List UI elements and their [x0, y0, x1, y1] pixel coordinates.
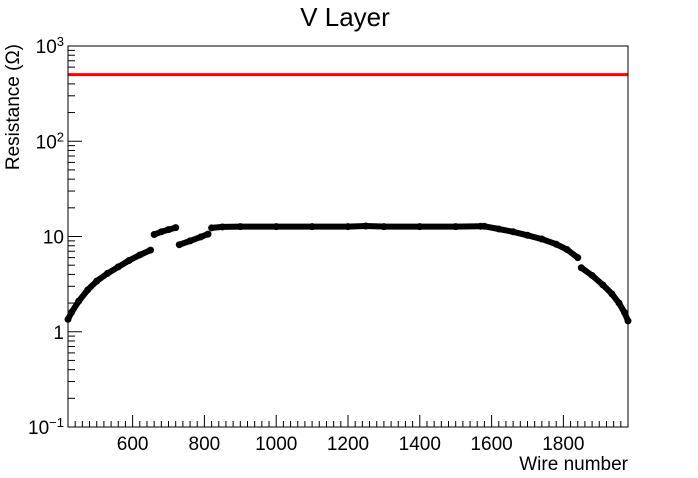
- data-point: [588, 271, 596, 279]
- y-tick-label: 10: [43, 228, 64, 249]
- x-tick-label: 1600: [470, 434, 512, 455]
- data-point: [577, 264, 585, 272]
- data-point: [380, 223, 388, 231]
- data-point: [186, 237, 194, 245]
- data-series-segment: [176, 231, 211, 248]
- data-point: [523, 231, 531, 239]
- data-point: [362, 222, 370, 230]
- y-axis-label: Resistance (Ω): [3, 44, 24, 170]
- data-point: [480, 222, 488, 230]
- data-point: [574, 254, 582, 262]
- data-point: [204, 230, 212, 238]
- data-point: [218, 223, 226, 231]
- data-point: [136, 251, 144, 259]
- data-point: [114, 263, 122, 271]
- data-point: [236, 223, 244, 231]
- data-point: [272, 223, 280, 231]
- data-point: [452, 223, 460, 231]
- data-point: [615, 299, 623, 307]
- y-tick-label: 10−1: [28, 415, 64, 440]
- data-point: [495, 225, 503, 233]
- x-tick-label: 1000: [255, 434, 297, 455]
- data-point: [68, 308, 76, 316]
- data-point: [416, 223, 424, 231]
- data-point: [608, 290, 616, 298]
- data-series-segment: [65, 247, 154, 323]
- y-tick-label: 103: [36, 34, 64, 59]
- data-point: [175, 241, 183, 249]
- data-point: [563, 246, 571, 254]
- x-tick-label: 600: [117, 434, 149, 455]
- data-point: [75, 297, 83, 305]
- y-tick-label: 102: [36, 129, 64, 154]
- x-tick-label: 1200: [327, 434, 369, 455]
- plot-frame: [67, 45, 629, 428]
- data-point: [103, 269, 111, 277]
- data-point: [308, 223, 316, 231]
- chart-title: V Layer: [300, 2, 390, 32]
- data-point: [93, 277, 101, 285]
- x-tick-label: 1800: [542, 434, 584, 455]
- y-tick-label: 1: [53, 323, 64, 344]
- data-point: [157, 228, 165, 236]
- data-point: [165, 226, 173, 234]
- data-point: [538, 235, 546, 243]
- x-tick-label: 800: [189, 434, 221, 455]
- data-point: [84, 286, 92, 294]
- plot-area: 600 800 1000 1200 1400 1600 1800 10−1 1 10 102 103: [28, 34, 632, 455]
- data-point: [599, 281, 607, 289]
- data-point: [197, 233, 205, 241]
- data-point: [150, 230, 158, 238]
- data-point: [208, 224, 216, 232]
- data-point: [552, 240, 560, 248]
- data-point: [147, 246, 155, 254]
- data-point: [344, 223, 352, 231]
- x-tick-label: 1400: [399, 434, 441, 455]
- data-point: [125, 256, 133, 264]
- data-series-segment: [151, 224, 179, 238]
- data-point: [172, 224, 180, 232]
- data-point: [620, 308, 628, 316]
- data-point: [509, 228, 517, 236]
- x-axis-label: Wire number: [519, 454, 628, 473]
